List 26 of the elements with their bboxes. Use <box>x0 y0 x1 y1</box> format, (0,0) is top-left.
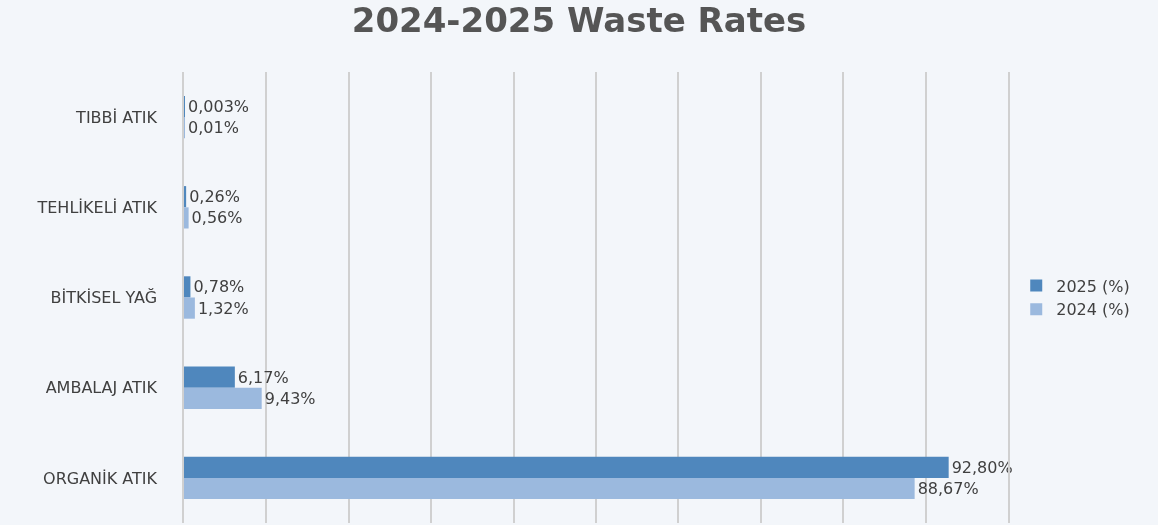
bar <box>184 387 262 409</box>
bar <box>184 477 915 500</box>
y-tick-label: BİTKİSEL YAĞ <box>50 288 158 308</box>
data-label: 0,56% <box>191 208 243 228</box>
data-label: 88,67% <box>917 479 979 498</box>
y-tick-label: TIBBİ ATIK <box>75 107 158 127</box>
legend-label: 2024 (%) <box>1056 300 1130 320</box>
data-label: 0,01% <box>188 118 239 138</box>
bar <box>184 366 235 388</box>
data-label: 9,43% <box>264 388 316 408</box>
data-label: 0,78% <box>193 277 245 297</box>
legend-label: 2025 (%) <box>1056 276 1130 296</box>
data-label: 6,17% <box>237 367 289 387</box>
data-label: 92,80% <box>951 457 1013 477</box>
data-label: 1,32% <box>197 298 249 318</box>
y-tick-label: TEHLİKELİ ATIK <box>36 197 158 217</box>
bar <box>184 207 189 229</box>
bar <box>184 456 949 478</box>
bar <box>184 186 187 208</box>
y-tick-label: AMBALAJ ATIK <box>45 378 158 398</box>
y-tick-label: ORGANİK ATIK <box>43 468 158 488</box>
bar <box>184 276 191 298</box>
data-label: 0,26% <box>189 187 240 207</box>
bar <box>184 297 195 319</box>
chart-title: 2024-2025 Waste Rates <box>351 0 807 40</box>
data-label: 0,003% <box>188 97 250 116</box>
